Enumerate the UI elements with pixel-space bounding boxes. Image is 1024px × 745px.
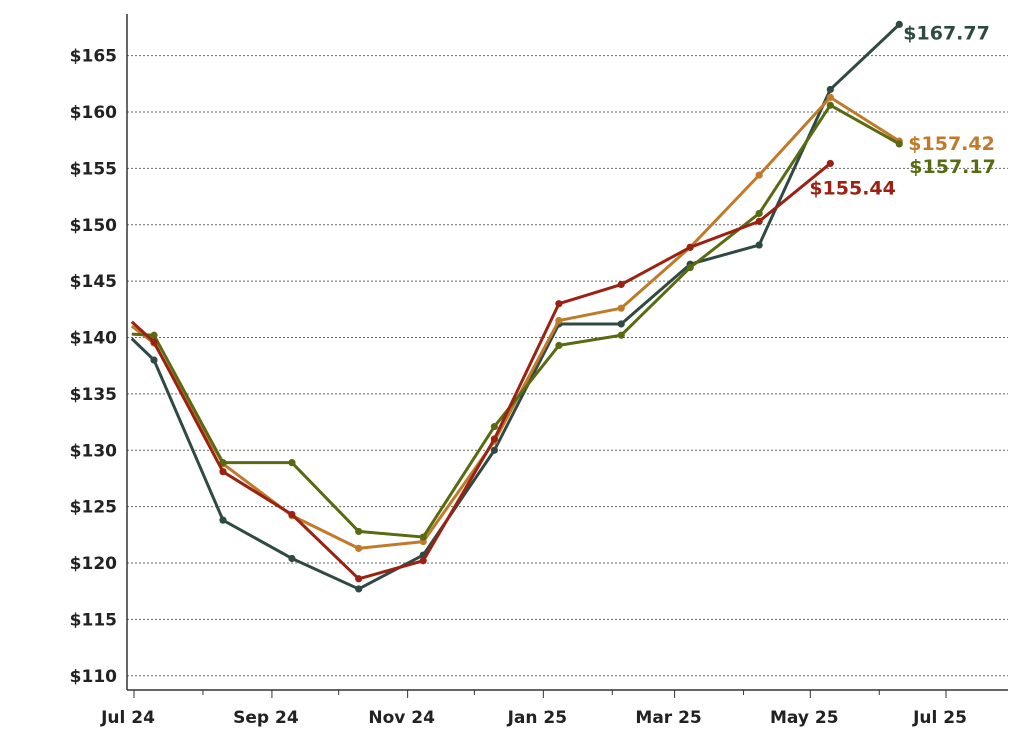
y-tick-label: $145 — [70, 272, 117, 292]
data-point — [355, 575, 363, 583]
y-tick-label: $125 — [70, 498, 117, 518]
data-point — [288, 554, 296, 563]
data-point — [419, 533, 427, 541]
y-tick-label: $165 — [70, 47, 117, 67]
gridlines — [127, 55, 1008, 677]
data-point — [355, 544, 363, 552]
series-end-label: $157.42 — [908, 133, 995, 155]
y-tick-label: $120 — [70, 554, 117, 574]
data-point — [895, 140, 903, 148]
data-point — [490, 422, 498, 431]
data-point — [288, 459, 296, 467]
data-point — [617, 320, 625, 328]
data-point — [826, 159, 834, 168]
data-point — [617, 280, 625, 289]
data-point — [686, 263, 694, 272]
data-point — [355, 585, 363, 593]
data-point — [150, 356, 158, 364]
data-point — [686, 243, 694, 251]
data-point — [150, 338, 158, 346]
y-tick-label: $110 — [70, 667, 117, 687]
data-point — [755, 171, 763, 179]
data-point — [490, 435, 498, 443]
series-group — [130, 159, 834, 583]
y-tick-label: $150 — [70, 216, 117, 236]
x-tick-label: Mar 25 — [635, 708, 701, 728]
series-line — [130, 162, 832, 581]
series-line — [130, 95, 901, 550]
data-point — [555, 316, 563, 325]
y-tick-label: $115 — [70, 610, 117, 630]
data-point — [895, 20, 903, 28]
x-tick-label: Jan 25 — [507, 708, 567, 728]
x-axis-ticks: Jul 24 Sep 24 Nov 24 Jan 25 Mar 25 May 25 Jul … — [100, 690, 967, 728]
series-end-label: $167.77 — [903, 22, 990, 44]
series-group — [130, 93, 903, 552]
data-point — [826, 85, 834, 94]
series-line — [131, 103, 901, 539]
series-group — [131, 101, 903, 541]
y-tick-label: $155 — [70, 159, 117, 179]
data-point — [755, 241, 763, 249]
x-tick-label: May 25 — [770, 708, 839, 728]
data-point — [755, 209, 763, 218]
data-point — [617, 304, 625, 312]
data-point — [150, 331, 158, 339]
data-point — [617, 331, 625, 339]
data-point — [555, 341, 563, 349]
x-tick-label: Sep 24 — [233, 708, 299, 728]
series-end-label: $157.17 — [909, 156, 996, 178]
data-point — [355, 527, 363, 536]
series-end-label: $155.44 — [809, 177, 896, 199]
data-point — [288, 510, 296, 519]
x-tick-label: Jul 25 — [912, 708, 967, 728]
data-point — [555, 300, 563, 308]
data-point — [490, 446, 498, 454]
end-labels: $167.77 $157.42$157.17 $155.44 — [809, 22, 996, 199]
data-point — [755, 217, 763, 225]
series — [130, 20, 903, 593]
y-axis-ticks: $110 $115 $120 $125 $130 $135 $140 $145 $150 $155… — [70, 47, 117, 687]
series-line — [130, 23, 901, 591]
data-point — [219, 516, 227, 524]
y-tick-label: $160 — [70, 103, 117, 123]
data-point — [419, 557, 427, 565]
data-point — [826, 101, 834, 109]
data-point — [826, 93, 834, 101]
axes — [126, 14, 1008, 691]
x-tick-label: Jul 24 — [100, 708, 155, 728]
y-tick-label: $140 — [70, 329, 117, 349]
y-tick-label: $135 — [70, 385, 117, 405]
y-tick-label: $130 — [70, 441, 117, 461]
data-point — [219, 468, 227, 476]
data-point — [219, 459, 227, 467]
x-tick-label: Nov 24 — [368, 708, 435, 728]
